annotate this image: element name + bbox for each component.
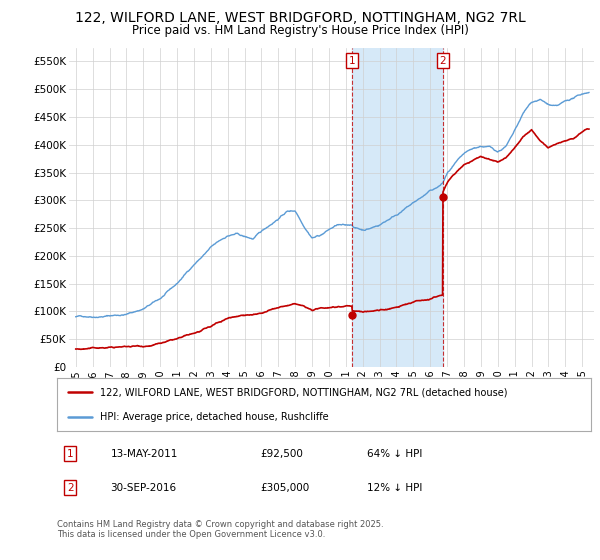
Text: 122, WILFORD LANE, WEST BRIDGFORD, NOTTINGHAM, NG2 7RL (detached house): 122, WILFORD LANE, WEST BRIDGFORD, NOTTI… bbox=[100, 388, 507, 398]
Text: £305,000: £305,000 bbox=[260, 483, 309, 493]
Text: 122, WILFORD LANE, WEST BRIDGFORD, NOTTINGHAM, NG2 7RL: 122, WILFORD LANE, WEST BRIDGFORD, NOTTI… bbox=[74, 11, 526, 25]
Text: 30-SEP-2016: 30-SEP-2016 bbox=[110, 483, 176, 493]
Text: 2: 2 bbox=[67, 483, 74, 493]
Text: 13-MAY-2011: 13-MAY-2011 bbox=[110, 449, 178, 459]
Text: Price paid vs. HM Land Registry's House Price Index (HPI): Price paid vs. HM Land Registry's House … bbox=[131, 24, 469, 36]
Text: 64% ↓ HPI: 64% ↓ HPI bbox=[367, 449, 422, 459]
Text: Contains HM Land Registry data © Crown copyright and database right 2025.
This d: Contains HM Land Registry data © Crown c… bbox=[57, 520, 383, 539]
Text: 1: 1 bbox=[67, 449, 74, 459]
Bar bbox=[352, 48, 443, 367]
Text: 12% ↓ HPI: 12% ↓ HPI bbox=[367, 483, 422, 493]
Text: HPI: Average price, detached house, Rushcliffe: HPI: Average price, detached house, Rush… bbox=[100, 412, 328, 422]
Text: 1: 1 bbox=[349, 55, 355, 66]
Text: £92,500: £92,500 bbox=[260, 449, 303, 459]
Text: 2: 2 bbox=[440, 55, 446, 66]
